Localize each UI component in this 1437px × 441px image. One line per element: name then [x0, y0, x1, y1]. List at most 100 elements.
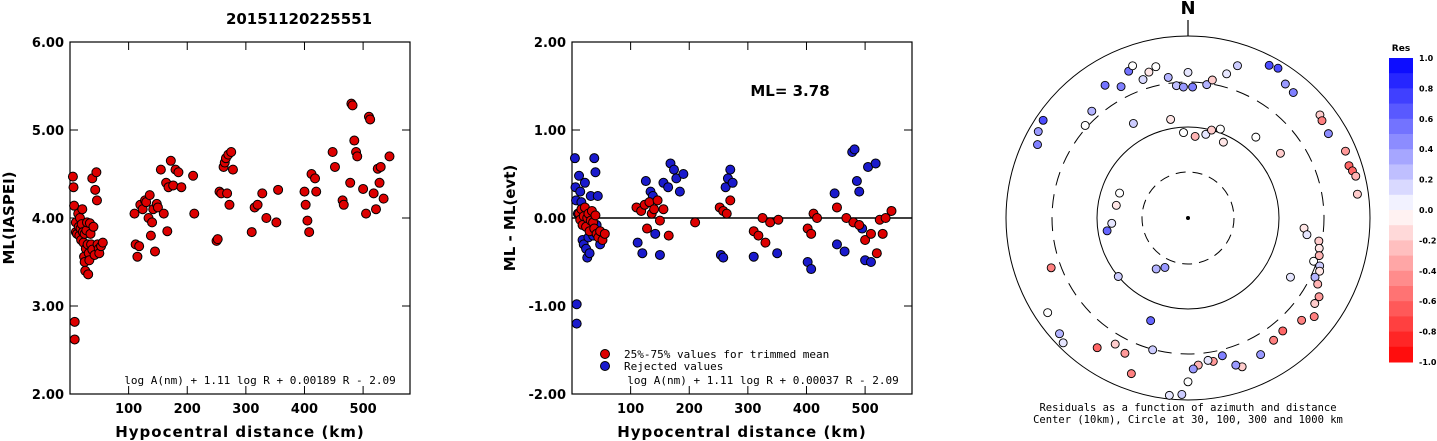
data-point	[144, 190, 155, 201]
trimmed-point	[812, 213, 823, 223]
colorbar-cell	[1389, 270, 1413, 287]
trimmed-point	[773, 214, 784, 225]
residual-point	[1309, 312, 1319, 322]
rejected-point	[571, 299, 582, 310]
north-label: N	[1180, 0, 1195, 19]
x-axis-label: Hypocentral distance (km)	[115, 423, 365, 441]
data-point	[91, 195, 102, 206]
residual-point	[1217, 351, 1227, 361]
residual-point	[1177, 389, 1187, 399]
data-point	[168, 180, 179, 191]
rejected-point	[772, 248, 783, 259]
residual-point	[1116, 82, 1126, 92]
trimmed-point	[860, 235, 871, 245]
rejected-point	[674, 186, 685, 197]
y-tick-label: 1.00	[534, 124, 566, 139]
residual-point	[1288, 88, 1298, 97]
residual-point	[1269, 335, 1279, 345]
rejected-point	[569, 153, 580, 164]
residual-point	[1151, 264, 1161, 274]
data-point	[368, 188, 379, 199]
colorbar-cell	[1389, 149, 1413, 165]
colorbar-tick-label: -0.8	[1419, 328, 1437, 337]
caption-line-1: Residuals as a function of azimuth and d…	[1039, 402, 1336, 414]
x-axis-ticks: 100 200 300 400 500	[617, 42, 879, 417]
plot-frame	[69, 41, 411, 395]
data-point	[226, 147, 237, 157]
colorbar-cell	[1389, 58, 1413, 74]
residual-point	[1144, 67, 1154, 77]
data-point	[374, 177, 385, 188]
colorbar-tick-label: -0.2	[1419, 236, 1437, 245]
trimmed-point	[590, 210, 601, 221]
data-point	[300, 199, 311, 210]
residual-point	[1218, 137, 1228, 147]
legend-marker-rejected	[600, 361, 610, 371]
rejected-point	[654, 249, 665, 260]
data-point	[155, 164, 166, 175]
rejected-point	[584, 248, 595, 259]
data-point	[311, 186, 322, 197]
colorbar-ticks: 1.0 0.8 0.6 0.4 0.2 0.0 -0.2 -0.4 -0.6 -0.8 -1.0	[1419, 54, 1437, 367]
data-point	[173, 167, 184, 178]
page-title: 20151120225551	[226, 10, 372, 28]
data-point	[150, 246, 160, 257]
x-axis-ticks: 100 200 300 400 500	[115, 42, 377, 417]
residual-point	[1100, 80, 1110, 90]
colorbar-tick-label: 0.2	[1419, 176, 1433, 185]
rejected-point	[579, 177, 590, 188]
panel-azimuth-residuals: N Residuals as a function of azimuth and…	[1005, 0, 1371, 426]
colorbar-cell	[1389, 118, 1413, 135]
circle-100km	[1096, 126, 1280, 310]
data-point	[69, 200, 80, 211]
colorbar-cell	[1389, 73, 1413, 89]
rejected-point	[806, 264, 817, 275]
residual-point	[1315, 266, 1325, 276]
residual-point	[1275, 148, 1285, 158]
colorbar-cell	[1389, 164, 1413, 181]
residual-point	[1111, 200, 1121, 210]
data-points	[1033, 60, 1362, 400]
residual-point	[1151, 62, 1161, 72]
trimmed-point	[725, 195, 736, 206]
caption-line-2: Center (10km), Circle at 30, 100, 300 an…	[1033, 414, 1343, 426]
data-point	[327, 147, 338, 157]
data-point	[273, 184, 284, 195]
data-point	[147, 217, 158, 228]
residual-point	[1146, 316, 1156, 326]
rejected-point	[748, 251, 759, 262]
residual-point	[1033, 140, 1042, 150]
data-point	[176, 182, 187, 193]
residual-point	[1314, 251, 1324, 261]
rejected-point	[637, 248, 648, 259]
colorbar-cell	[1389, 316, 1413, 333]
data-point	[224, 199, 235, 210]
y-tick-label: 6.00	[32, 36, 64, 51]
residual-point	[1110, 339, 1120, 349]
residual-point	[1033, 127, 1043, 137]
residual-point	[1309, 256, 1319, 266]
data-point	[361, 208, 372, 219]
colorbar-tick-label: 0.0	[1419, 206, 1434, 215]
data-point	[371, 204, 381, 215]
trimmed-point	[663, 230, 674, 241]
data-point	[152, 202, 163, 213]
colorbar-cell	[1389, 179, 1413, 196]
data-point	[349, 135, 360, 146]
trimmed-point	[880, 213, 891, 223]
residual-point	[1148, 345, 1158, 355]
rejected-point	[571, 318, 582, 329]
residual-point	[1188, 82, 1198, 92]
data-point	[83, 269, 94, 280]
residual-point	[1164, 390, 1174, 400]
legend-label-trimmed: 25%-75% values for trimmed mean	[624, 348, 829, 361]
colorbar-cell	[1389, 240, 1413, 257]
x-tick-label: 400	[793, 402, 820, 417]
rejected-point	[663, 182, 674, 193]
residual-point	[1310, 299, 1320, 308]
trimmed-point	[765, 217, 776, 228]
residual-point	[1188, 364, 1198, 374]
y-axis-ticks: -2.00 -1.00 0.00 1.00 2.00	[529, 36, 912, 403]
residual-point	[1092, 343, 1102, 353]
